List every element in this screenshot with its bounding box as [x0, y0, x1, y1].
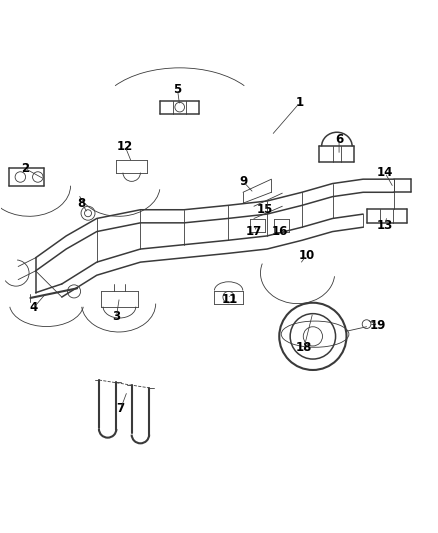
Text: 10: 10	[298, 249, 314, 262]
Text: 15: 15	[257, 203, 273, 216]
Text: 18: 18	[296, 341, 312, 354]
Text: 8: 8	[78, 197, 85, 209]
Text: 5: 5	[173, 83, 182, 96]
Text: 1: 1	[296, 96, 304, 109]
Text: 14: 14	[377, 166, 393, 179]
Text: 19: 19	[370, 319, 387, 332]
Text: 16: 16	[272, 225, 288, 238]
Text: 7: 7	[117, 402, 125, 415]
Text: 9: 9	[239, 175, 247, 188]
Text: 12: 12	[117, 140, 133, 153]
Text: 2: 2	[21, 161, 29, 175]
Text: 3: 3	[112, 310, 120, 323]
Text: 13: 13	[377, 219, 393, 231]
Text: 11: 11	[222, 293, 238, 306]
Text: 4: 4	[29, 302, 38, 314]
Text: 6: 6	[335, 133, 343, 147]
Text: 17: 17	[246, 225, 262, 238]
